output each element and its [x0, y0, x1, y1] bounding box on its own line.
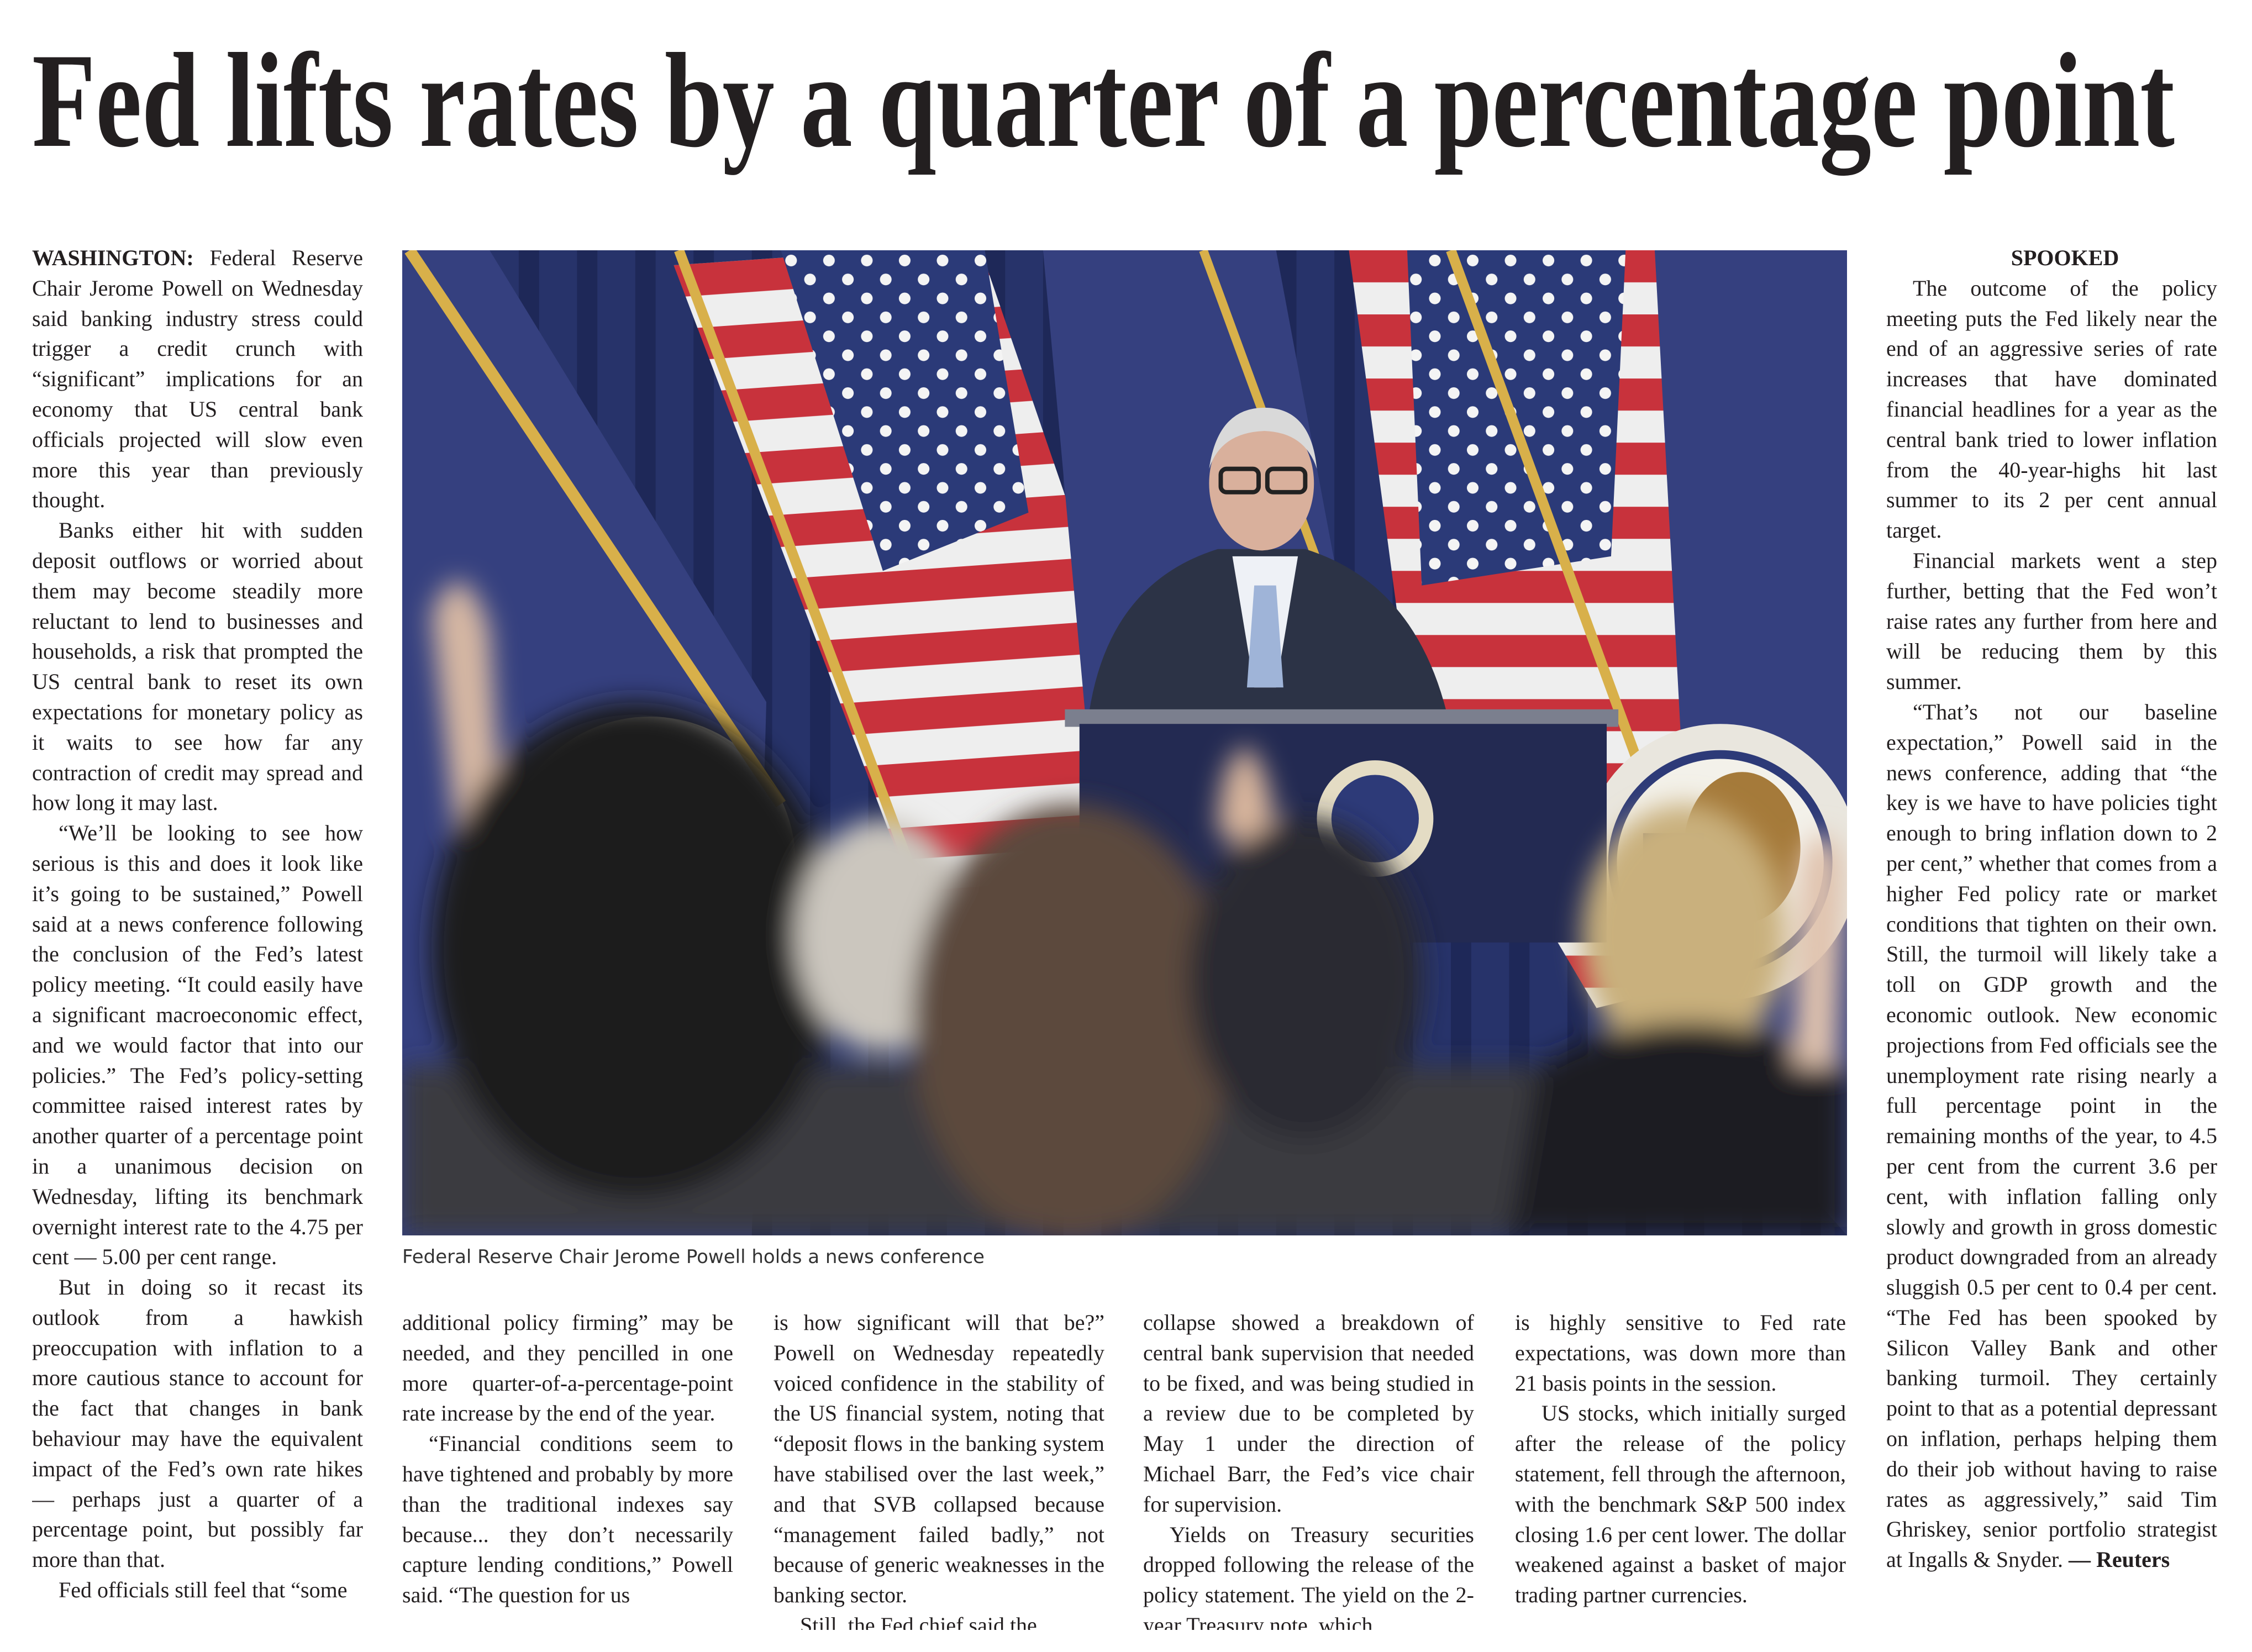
paragraph-text: Fed officials still feel that “some — [59, 1577, 348, 1603]
paragraph: is how significant will that be?” Powell… — [774, 1308, 1104, 1611]
paragraph-text: US stocks, which initially surged after … — [1515, 1401, 1846, 1608]
article-column: is how significant will that be?” Powell… — [774, 1308, 1104, 1630]
article-column: is highly sensitive to Fed rate expectat… — [1515, 1308, 1846, 1630]
paragraph: Yields on Treasury securities dropped fo… — [1143, 1520, 1474, 1630]
paragraph-text: “Financial conditions seem to have tight… — [402, 1431, 733, 1608]
photo-caption: Federal Reserve Chair Jerome Powell hold… — [402, 1246, 985, 1268]
article-column: WASHINGTON: Federal Reserve Chair Jerome… — [32, 243, 363, 1630]
paragraph: Still, the Fed chief said the — [774, 1611, 1104, 1630]
paragraph: is highly sensitive to Fed rate expectat… — [1515, 1308, 1846, 1398]
paragraph-text: Financial markets went a step further, b… — [1886, 548, 2217, 695]
headline-area: Fed lifts rates by a quarter of a percen… — [32, 25, 2175, 176]
paragraph: “Financial conditions seem to have tight… — [402, 1429, 733, 1611]
paragraph: Fed officials still feel that “some — [32, 1575, 363, 1606]
article-column: collapse showed a breakdown of central b… — [1143, 1308, 1474, 1630]
paragraph-text: But in doing so it recast its outlook fr… — [32, 1275, 363, 1572]
paragraph: collapse showed a breakdown of central b… — [1143, 1308, 1474, 1520]
paragraph-text: The outcome of the policy meeting puts t… — [1886, 275, 2217, 543]
paragraph-text: is how significant will that be?” Powell… — [774, 1310, 1104, 1608]
paragraph-text: collapse showed a breakdown of central b… — [1143, 1310, 1474, 1517]
paragraph-text: additional policy firming” may be needed… — [402, 1310, 733, 1426]
paragraph-text: Federal Reserve Chair Jerome Powell on W… — [32, 245, 363, 513]
paragraph-text: Yields on Treasury securities dropped fo… — [1143, 1522, 1474, 1630]
paragraph-text: Still, the Fed chief said the — [800, 1612, 1037, 1630]
article-column: SPOOKED The outcome of the policy meetin… — [1886, 243, 2217, 1630]
paragraph: But in doing so it recast its outlook fr… — [32, 1272, 363, 1575]
paragraph-text: Banks either hit with sudden deposit out… — [32, 518, 363, 816]
paragraph: Banks either hit with sudden deposit out… — [32, 515, 363, 818]
headline: Fed lifts rates by a quarter of a percen… — [32, 25, 2175, 176]
article-column: additional policy firming” may be needed… — [402, 1308, 733, 1630]
paragraph-text: “We’ll be looking to see how serious is … — [32, 820, 363, 1270]
paragraph: The outcome of the policy meeting puts t… — [1886, 273, 2217, 546]
subhead: SPOOKED — [2011, 245, 2119, 270]
photo — [402, 250, 1847, 1235]
paragraph: “That’s not our baseline expectation,” P… — [1886, 697, 2217, 1575]
dateline: WASHINGTON: — [32, 245, 194, 270]
paragraph: US stocks, which initially surged after … — [1515, 1398, 1846, 1611]
paragraph-text: is highly sensitive to Fed rate expectat… — [1515, 1310, 1846, 1396]
paragraph: “We’ll be looking to see how serious is … — [32, 818, 363, 1272]
paragraph: additional policy firming” may be needed… — [402, 1308, 733, 1429]
paragraph-text: “That’s not our baseline expectation,” P… — [1886, 699, 2217, 1572]
paragraph: Financial markets went a step further, b… — [1886, 546, 2217, 697]
byline: — Reuters — [2068, 1547, 2170, 1572]
paragraph: WASHINGTON: Federal Reserve Chair Jerome… — [32, 243, 363, 515]
